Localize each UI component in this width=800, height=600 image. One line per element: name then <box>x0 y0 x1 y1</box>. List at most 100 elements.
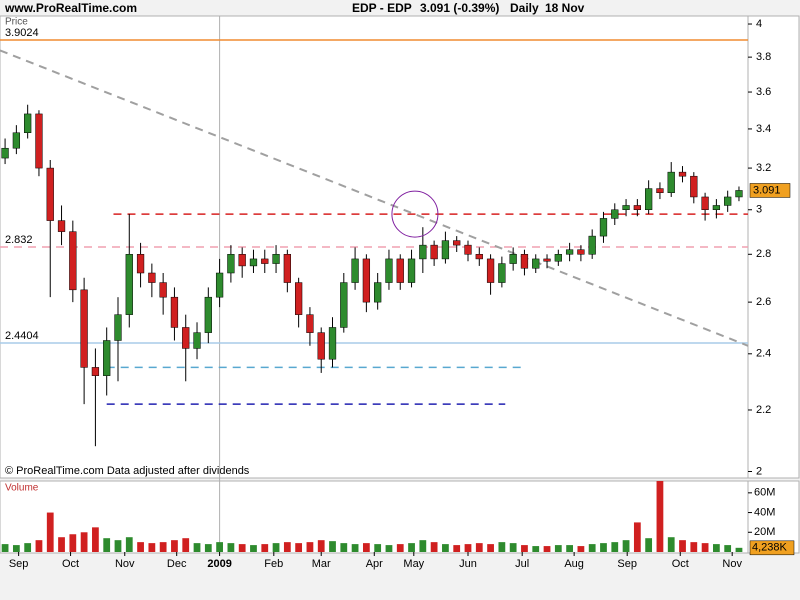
x-tick-label: Jun <box>459 558 477 570</box>
volume-bar <box>204 544 212 552</box>
candle-body <box>170 296 179 328</box>
y-tick-label: 3.4 <box>756 123 771 135</box>
volume-bar <box>137 542 144 552</box>
candle-body <box>430 244 438 260</box>
candle-body <box>328 327 337 360</box>
candle-body <box>272 254 280 264</box>
candle-body <box>396 258 404 283</box>
candle-body <box>554 254 562 262</box>
volume-bar <box>577 546 585 552</box>
y-tick-label: 2.8 <box>756 248 771 260</box>
volume-bar <box>588 544 596 552</box>
volume-bar <box>442 544 449 552</box>
volume-bar <box>475 543 483 552</box>
volume-label: Volume <box>5 483 39 494</box>
candle-body <box>724 196 732 206</box>
candle-body <box>486 258 495 283</box>
volume-bar <box>487 544 494 552</box>
volume-bar <box>1 544 9 552</box>
volume-bar <box>419 540 427 552</box>
y-tick-label: 4 <box>756 18 762 30</box>
candle-body <box>261 258 269 264</box>
candle-body <box>419 244 427 260</box>
candle-body <box>633 205 641 210</box>
candle-body <box>656 188 664 194</box>
candle-body <box>204 296 212 333</box>
volume-bar <box>24 543 32 552</box>
candle-body <box>712 205 721 210</box>
volume-tick-label: 40M <box>754 506 775 518</box>
candle-body <box>12 132 21 149</box>
volume-bar <box>159 542 167 552</box>
last-volume-box <box>749 540 795 556</box>
volume-bar <box>46 512 54 552</box>
volume-bar <box>498 542 506 552</box>
candle-body <box>249 258 258 267</box>
volume-bar <box>521 545 528 552</box>
last-price: 3.091 (-0.39%) <box>420 1 499 15</box>
volume-bar <box>566 545 573 552</box>
circle-annotation <box>391 190 439 238</box>
volume-bar <box>182 538 190 552</box>
level-label: 2.832 <box>5 234 33 246</box>
candle-body <box>317 332 325 360</box>
volume-bar <box>554 545 562 552</box>
volume-bar <box>385 545 393 552</box>
candle-body <box>509 254 517 264</box>
y-tick-label: 2 <box>756 465 762 477</box>
x-tick-label: Mar <box>312 558 331 570</box>
candle-body <box>136 254 145 274</box>
candle-body <box>622 205 630 210</box>
volume-bar <box>408 543 415 552</box>
volume-bar <box>227 543 235 552</box>
x-tick-label: Dec <box>167 558 187 570</box>
candle-body <box>645 188 653 210</box>
volume-bar <box>306 542 314 552</box>
candle-body <box>362 258 371 303</box>
candle-body <box>407 258 416 283</box>
x-tick-label: 2009 <box>207 558 231 570</box>
volume-tick-label: 60M <box>754 487 775 499</box>
candle-body <box>351 258 359 283</box>
volume-bar <box>272 543 280 552</box>
candle-body <box>667 171 675 194</box>
x-tick-label: Apr <box>366 558 383 570</box>
x-tick-label: May <box>403 558 424 570</box>
volume-bar <box>543 546 551 552</box>
x-tick-label: Feb <box>264 558 283 570</box>
volume-bar <box>532 546 540 552</box>
candle-body <box>114 314 122 341</box>
y-tick-label: 3.2 <box>756 162 771 174</box>
last-volume-label: 4,238K <box>752 542 788 554</box>
candle-body <box>306 314 314 333</box>
y-tick-label: 2.4 <box>756 348 771 360</box>
y-tick-label: 3 <box>756 204 762 216</box>
candle-body <box>374 282 382 303</box>
candle-body <box>441 240 450 260</box>
volume-bar <box>396 544 404 552</box>
volume-bar <box>92 527 99 552</box>
candle-body <box>611 209 619 219</box>
volume-bar <box>724 545 732 552</box>
x-tick-label: Oct <box>62 558 79 570</box>
volume-bar <box>103 538 111 552</box>
volume-bar <box>58 537 65 552</box>
candle-body <box>543 258 551 262</box>
level-label: 3.9024 <box>5 27 39 39</box>
candle-body <box>690 175 698 198</box>
candle-body <box>227 254 235 274</box>
volume-bar <box>667 537 675 552</box>
volume-bar <box>295 543 303 552</box>
candle-body <box>103 340 111 376</box>
candle-body <box>283 254 291 283</box>
volume-bar <box>340 543 348 552</box>
candle-body <box>577 249 585 255</box>
volume-bar <box>735 547 743 552</box>
candle-body <box>148 272 156 283</box>
candle-body <box>735 190 743 198</box>
candle-body <box>294 282 303 315</box>
candle-body <box>193 332 201 349</box>
site: www.ProRealTime.com <box>4 1 137 15</box>
